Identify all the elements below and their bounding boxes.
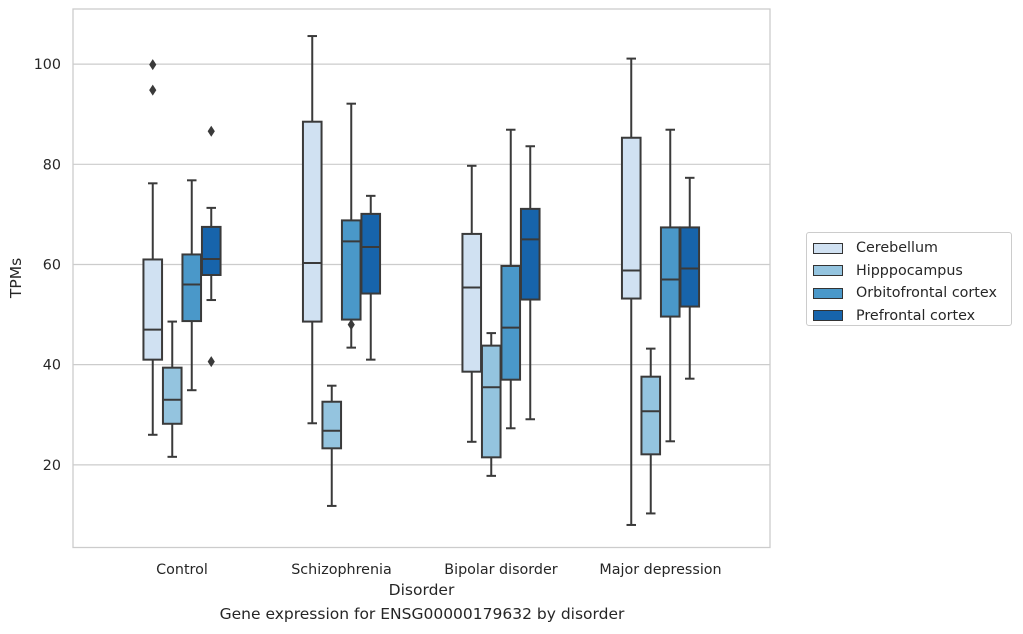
box	[519, 145, 541, 421]
box-series	[142, 35, 701, 526]
outlier-point	[207, 125, 215, 137]
legend-item: Orbitofrontal cortex	[813, 282, 1011, 305]
box-iqr	[659, 226, 681, 318]
legend-item: Prefrontal cortex	[813, 305, 1011, 328]
chart-caption: Gene expression for ENSG00000179632 by d…	[219, 605, 625, 623]
box	[142, 59, 164, 436]
box	[461, 164, 483, 443]
box	[301, 35, 323, 425]
legend-label: Hipppocampus	[856, 262, 963, 279]
box	[659, 128, 681, 443]
series-prefrontal-cortex	[200, 125, 701, 421]
legend-swatch	[813, 310, 843, 322]
x-tick-label: Schizophrenia	[291, 562, 392, 578]
y-tick-label: 60	[43, 257, 61, 273]
box-iqr	[620, 136, 642, 300]
chart-legend: Cerebellum Hipppocampus Orbitofrontal cort…	[806, 232, 1012, 326]
box-iqr	[340, 219, 362, 321]
box-iqr	[679, 226, 701, 308]
y-tick-label: 80	[43, 157, 61, 173]
series-cerebellum	[142, 35, 642, 526]
legend-swatch	[813, 265, 843, 277]
box-iqr	[301, 120, 323, 323]
box	[679, 176, 701, 380]
outlier-point	[347, 319, 355, 331]
box-iqr	[321, 400, 343, 450]
box-iqr	[480, 344, 502, 459]
legend-label: Cerebellum	[856, 240, 938, 257]
x-tick-label: Bipolar disorder	[444, 562, 557, 578]
box-iqr	[181, 253, 203, 323]
box	[340, 102, 362, 349]
y-tick-label: 20	[43, 458, 61, 474]
box	[200, 125, 222, 368]
x-axis-label: Disorder	[389, 581, 455, 599]
x-tick-labels: Control Schizophrenia Bipolar disorder Majo…	[156, 562, 721, 578]
box	[181, 179, 203, 392]
plot-area-frame	[72, 8, 771, 549]
box-iqr	[200, 225, 222, 276]
box	[161, 320, 183, 458]
box	[500, 128, 522, 430]
box	[360, 194, 382, 361]
legend-swatch	[813, 287, 843, 299]
legend-swatch	[813, 242, 843, 254]
y-tick-labels: 20 40 60 80 100	[34, 57, 61, 474]
box-iqr	[142, 258, 164, 361]
box-iqr	[161, 366, 183, 425]
legend-item: Hipppocampus	[813, 260, 1011, 283]
legend-item: Cerebellum	[813, 237, 1011, 260]
outlier-point	[149, 59, 157, 71]
y-axis-label: TPMs	[7, 258, 25, 299]
series-orbitofrontal-cortex	[181, 102, 681, 443]
x-tick-label: Major depression	[599, 562, 721, 578]
legend-label: Orbitofrontal cortex	[856, 285, 997, 302]
y-tick-label: 100	[34, 57, 61, 73]
outlier-point	[149, 84, 157, 96]
box-iqr	[360, 212, 382, 295]
x-tick-label: Control	[156, 562, 208, 578]
box-iqr	[461, 232, 483, 373]
legend-label: Prefrontal cortex	[856, 307, 976, 324]
box-iqr	[640, 375, 662, 456]
series-hipppocampus	[161, 320, 662, 515]
box	[620, 57, 642, 526]
box	[640, 347, 662, 515]
box	[321, 384, 343, 507]
box-iqr	[519, 207, 541, 301]
box	[480, 332, 502, 477]
y-tick-label: 40	[43, 358, 61, 374]
outlier-point	[207, 356, 215, 368]
box-iqr	[500, 264, 522, 381]
